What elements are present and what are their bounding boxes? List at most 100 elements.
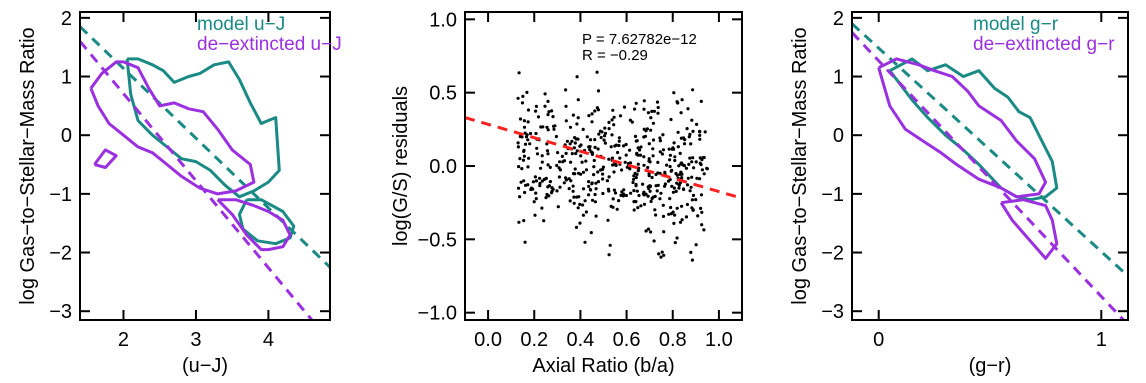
scatter-point [581,213,586,217]
x-tick-label: 1.0 [705,329,733,351]
scatter-point [533,175,538,179]
scatter-point [601,165,606,169]
contour-model-0 [125,57,281,199]
scatter-point [520,167,524,171]
scatter-point [634,101,638,105]
scatter-point [544,196,548,200]
scatter-point [641,182,645,186]
scatter-point [607,120,611,124]
scatter-point [686,107,690,111]
scatter-point [698,130,702,134]
scatter-point [642,99,646,103]
contour-model-0 [888,57,1059,202]
scatter-point [592,158,596,163]
scatter-point [642,190,646,194]
scatter-point [691,193,696,197]
scatter-point [648,184,652,188]
scatter-point [656,111,660,115]
scatter-point [668,164,672,169]
scatter-point [575,149,579,153]
scatter-point [520,135,524,139]
scatter-point [654,213,658,217]
scatter-point [521,94,525,98]
scatter-point [607,175,611,179]
scatter-point [647,142,651,146]
scatter-point [672,186,677,190]
x-tick-label: 0 [873,329,884,351]
scatter-point [540,160,544,164]
scatter-point [694,198,698,202]
scatter-point [659,191,663,195]
x-axis-label: Axial Ratio (b/a) [532,355,674,377]
scatter-point [548,165,552,169]
scatter-point [644,229,648,233]
scatter-point [673,158,677,163]
scatter-point [612,115,616,119]
scatter-point [632,189,636,193]
scatter-point [519,180,523,184]
scatter-point [550,186,554,190]
scatter-point [699,206,703,210]
y-tick-label: −2 [49,243,72,265]
scatter-point [688,132,692,136]
scatter-point [662,253,666,257]
scatter-point [567,187,571,191]
scatter-point [616,150,620,155]
scatter-point [695,176,699,180]
scatter-point [611,197,615,201]
scatter-point [675,173,679,177]
scatter-point [562,181,566,185]
scatter-point [705,166,709,170]
scatter-point [549,191,554,195]
scatter-point [592,165,596,169]
scatter-point [517,220,521,224]
scatter-point [552,127,556,131]
scatter-point [542,219,546,223]
scatter-point [574,151,578,156]
scatter-point [531,187,535,191]
scatter-point [535,152,540,156]
scatter-point [690,160,694,164]
stat-annotation: R = −0.29 [582,47,648,64]
scatter-point [635,189,639,193]
scatter-point [648,160,652,164]
scatter-point [628,167,632,171]
scatter-point [570,139,574,143]
scatter-point [651,147,655,151]
scatter-point [547,110,551,114]
scatter-point [527,156,531,160]
scatter-point [617,136,622,140]
contour-de_extincted-2 [93,148,118,169]
scatter-point [649,128,653,132]
scatter-point [691,156,695,160]
scatter-point [576,98,580,102]
scatter-point [686,176,690,180]
scatter-point [639,145,643,149]
scatter-point [596,180,601,184]
y-tick-label: 2 [833,8,844,30]
scatter-point [678,151,682,155]
x-tick-label: 0.4 [567,329,595,351]
scatter-point [548,180,553,184]
scatter-point [599,135,603,140]
scatter-point [657,252,661,256]
series-de_extincted [852,31,1125,320]
scatter-point [592,173,596,177]
scatter-point [573,167,577,171]
scatter-point [603,141,608,145]
scatter-point [688,156,692,160]
scatter-point [685,183,690,187]
scatter-point [624,193,629,198]
x-tick-label: 0.8 [659,329,687,351]
scatter-point [583,240,587,244]
scatter-point [575,122,579,126]
scatter-point [583,199,587,203]
scatter-point [674,189,678,193]
scatter-point [684,166,689,170]
scatter-point [699,162,703,167]
scatter-point [606,218,610,222]
scatter-point [702,228,706,232]
scatter-point [539,166,543,170]
scatter-point [624,153,628,157]
plot-data [80,25,330,320]
